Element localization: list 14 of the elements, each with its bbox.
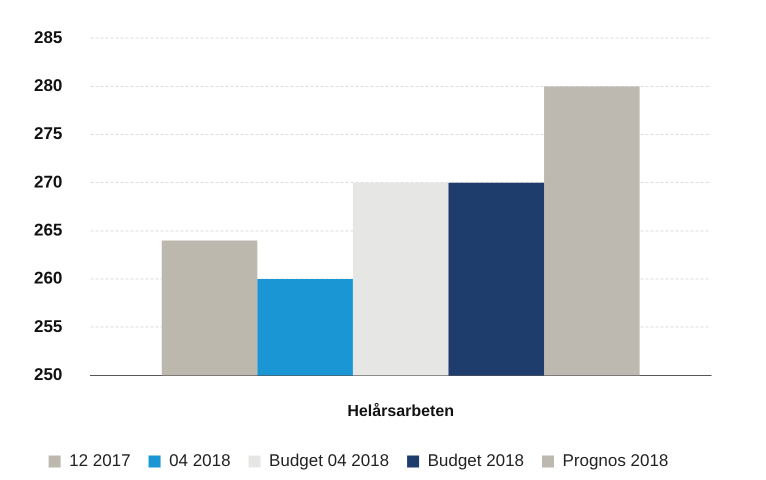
y-tick-label: 255 [34,316,62,336]
y-tick-label: 280 [34,76,62,96]
legend-label: Budget 04 2018 [269,451,390,470]
legend-label: 04 2018 [169,451,231,470]
y-tick-label: 260 [34,268,62,288]
y-tick-label: 285 [34,28,62,47]
y-tick-label: 265 [34,220,62,240]
x-axis-title: Helårsarbeten [347,402,454,420]
legend-label: Prognos 2018 [562,451,668,470]
y-tick-label: 275 [34,124,62,144]
legend-label: 12 2017 [69,451,131,470]
y-tick-label: 270 [34,172,62,192]
y-tick-label: 250 [34,365,62,384]
legend-label: Budget 2018 [428,451,524,470]
